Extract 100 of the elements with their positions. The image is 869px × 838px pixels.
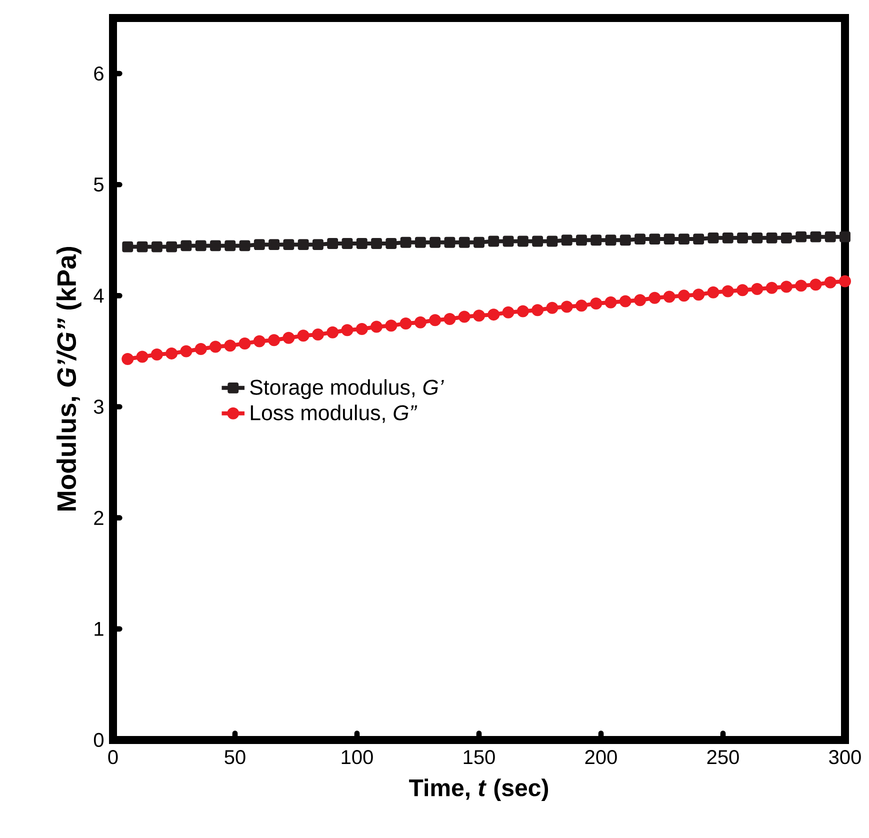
y-tick-label: 3 xyxy=(94,400,104,414)
point xyxy=(458,236,470,248)
point xyxy=(326,326,339,338)
point xyxy=(166,347,178,360)
point xyxy=(224,240,236,252)
point xyxy=(474,236,484,248)
point xyxy=(590,234,602,246)
point xyxy=(327,238,338,249)
point xyxy=(268,239,280,250)
point xyxy=(840,231,850,242)
point xyxy=(150,348,163,361)
point xyxy=(298,239,309,250)
point xyxy=(458,310,470,323)
point xyxy=(195,240,206,252)
point xyxy=(751,283,764,296)
point xyxy=(209,340,222,353)
point xyxy=(342,238,353,249)
point xyxy=(708,232,719,244)
y-tick-label: 5 xyxy=(94,178,104,192)
point xyxy=(166,241,178,252)
point xyxy=(488,308,500,321)
point xyxy=(400,236,412,248)
point xyxy=(180,345,192,358)
y-tick-label: 2 xyxy=(94,510,104,525)
point xyxy=(838,275,851,288)
point xyxy=(693,234,704,244)
point xyxy=(737,232,748,244)
point xyxy=(752,232,763,244)
point xyxy=(634,294,646,306)
point xyxy=(678,234,690,244)
y-tick-label: 0 xyxy=(94,732,104,748)
x-axis-title: Time, t (sec) xyxy=(409,778,548,802)
point xyxy=(473,310,485,322)
point xyxy=(370,320,383,333)
point xyxy=(136,350,148,363)
point xyxy=(560,300,573,313)
point xyxy=(386,238,397,249)
point xyxy=(414,316,426,328)
point xyxy=(692,288,705,301)
point xyxy=(707,286,720,298)
x-tick-label: 100 xyxy=(342,750,373,764)
point xyxy=(210,240,221,252)
point xyxy=(576,234,587,246)
point xyxy=(605,234,616,246)
point xyxy=(736,284,749,296)
point xyxy=(664,234,675,244)
x-tick-label: 0 xyxy=(108,750,118,764)
point xyxy=(180,240,192,252)
point xyxy=(444,313,456,326)
point xyxy=(517,236,528,247)
point xyxy=(283,239,294,250)
point xyxy=(224,340,236,352)
point xyxy=(312,328,324,341)
y-tick-label: 4 xyxy=(94,288,104,303)
point xyxy=(502,236,514,247)
point xyxy=(312,239,324,250)
point xyxy=(122,241,134,252)
point xyxy=(575,300,588,312)
point xyxy=(371,238,382,249)
x-tick-label: 200 xyxy=(585,750,617,764)
point xyxy=(766,232,778,244)
point xyxy=(590,297,602,310)
point xyxy=(254,239,265,250)
legend-label: Storage modulus, G’ xyxy=(250,379,444,400)
point xyxy=(122,353,134,365)
point xyxy=(268,334,280,346)
point xyxy=(414,236,426,248)
point xyxy=(810,278,822,291)
point xyxy=(722,285,734,298)
point xyxy=(561,234,572,246)
point xyxy=(604,296,617,308)
point xyxy=(488,236,500,247)
x-tick-label: 300 xyxy=(829,750,861,764)
point xyxy=(648,292,661,304)
point xyxy=(516,305,529,318)
point xyxy=(780,280,792,293)
point xyxy=(239,240,250,252)
point xyxy=(824,231,836,242)
point xyxy=(532,236,544,247)
point xyxy=(796,231,807,242)
point xyxy=(722,232,734,244)
point xyxy=(400,317,412,330)
x-tick-label: 250 xyxy=(707,750,739,764)
y-tick-label: 6 xyxy=(94,66,104,81)
point xyxy=(356,238,368,249)
point xyxy=(356,323,368,336)
point xyxy=(795,280,808,292)
point xyxy=(649,234,660,244)
point xyxy=(341,324,354,336)
point xyxy=(766,282,778,294)
point xyxy=(430,236,441,248)
legend-label: Loss modulus, G” xyxy=(250,404,418,423)
point xyxy=(151,241,162,252)
point xyxy=(194,342,207,355)
point xyxy=(532,304,544,316)
y-tick-label: 1 xyxy=(94,622,104,636)
point xyxy=(429,314,442,326)
point xyxy=(620,234,631,246)
point xyxy=(678,290,690,302)
point xyxy=(282,332,295,344)
